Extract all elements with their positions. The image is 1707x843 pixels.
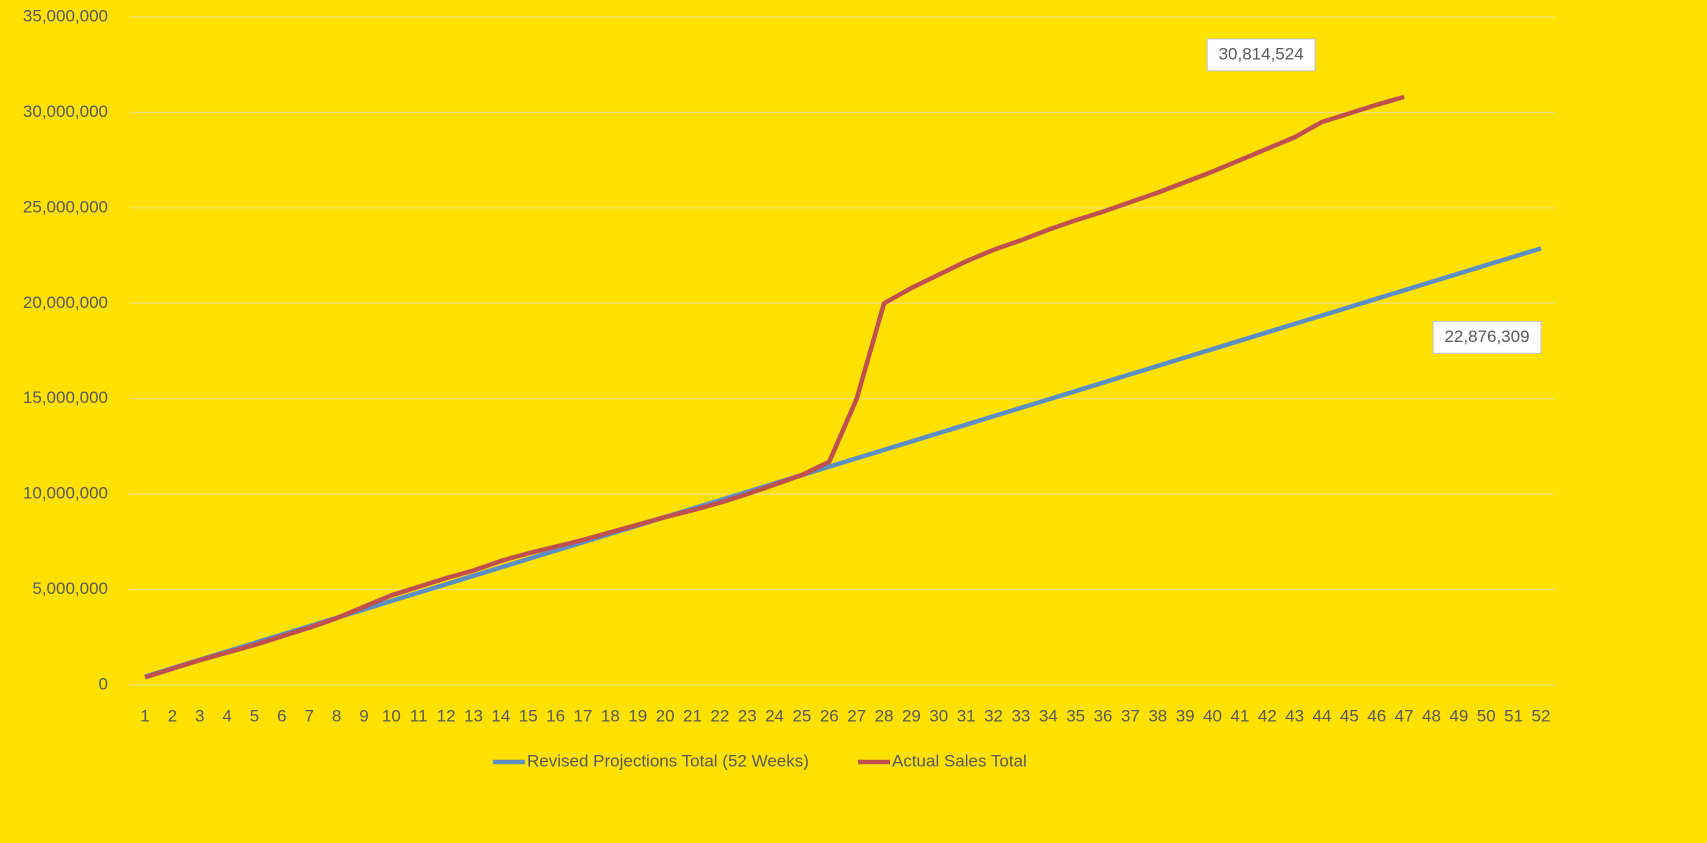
x-tick-label: 52 bbox=[1532, 706, 1551, 725]
x-tick-label: 32 bbox=[984, 706, 1003, 725]
x-tick-label: 49 bbox=[1449, 706, 1468, 725]
x-tick-label: 17 bbox=[573, 706, 592, 725]
x-tick-label: 2 bbox=[168, 706, 177, 725]
x-tick-label: 27 bbox=[847, 706, 866, 725]
x-tick-label: 12 bbox=[437, 706, 456, 725]
x-tick-label: 30 bbox=[929, 706, 948, 725]
x-tick-label: 3 bbox=[195, 706, 204, 725]
x-tick-label: 42 bbox=[1258, 706, 1277, 725]
x-tick-label: 19 bbox=[628, 706, 647, 725]
x-tick-label: 20 bbox=[656, 706, 675, 725]
x-tick-label: 36 bbox=[1094, 706, 1113, 725]
x-tick-label: 51 bbox=[1504, 706, 1523, 725]
series-line bbox=[144, 94, 1405, 680]
data-label: 22,876,309 bbox=[1444, 327, 1529, 346]
x-tick-label: 29 bbox=[902, 706, 921, 725]
x-tick-label: 43 bbox=[1285, 706, 1304, 725]
y-tick-label: 10,000,000 bbox=[23, 484, 108, 503]
y-tick-label: 20,000,000 bbox=[23, 293, 108, 312]
x-tick-label: 40 bbox=[1203, 706, 1222, 725]
x-tick-label: 37 bbox=[1121, 706, 1140, 725]
x-tick-label: 50 bbox=[1477, 706, 1496, 725]
legend-label: Revised Projections Total (52 Weeks) bbox=[527, 751, 809, 770]
legend-label: Actual Sales Total bbox=[892, 751, 1027, 770]
x-tick-label: 41 bbox=[1230, 706, 1249, 725]
x-tick-label: 7 bbox=[305, 706, 314, 725]
x-tick-label: 47 bbox=[1395, 706, 1414, 725]
x-tick-label: 18 bbox=[601, 706, 620, 725]
x-tick-label: 16 bbox=[546, 706, 565, 725]
y-tick-label: 25,000,000 bbox=[23, 197, 108, 216]
x-tick-label: 35 bbox=[1066, 706, 1085, 725]
x-tick-label: 9 bbox=[359, 706, 368, 725]
x-tick-label: 1 bbox=[140, 706, 149, 725]
y-tick-label: 15,000,000 bbox=[23, 388, 108, 407]
x-tick-label: 45 bbox=[1340, 706, 1359, 725]
y-tick-label: 0 bbox=[99, 674, 108, 693]
x-tick-label: 46 bbox=[1367, 706, 1386, 725]
y-tick-label: 35,000,000 bbox=[23, 6, 108, 25]
x-tick-label: 10 bbox=[382, 706, 401, 725]
x-tick-label: 14 bbox=[491, 706, 510, 725]
data-label-box bbox=[1432, 320, 1542, 354]
x-tick-label: 28 bbox=[875, 706, 894, 725]
x-tick-label: 13 bbox=[464, 706, 483, 725]
y-tick-label: 30,000,000 bbox=[23, 102, 108, 121]
x-tick-label: 33 bbox=[1011, 706, 1030, 725]
x-tick-label: 4 bbox=[222, 706, 231, 725]
series-line bbox=[144, 246, 1542, 679]
data-label: 30,814,524 bbox=[1219, 44, 1304, 63]
x-tick-label: 25 bbox=[792, 706, 811, 725]
x-tick-label: 8 bbox=[332, 706, 341, 725]
x-tick-label: 21 bbox=[683, 706, 702, 725]
x-tick-label: 39 bbox=[1176, 706, 1195, 725]
x-tick-label: 23 bbox=[738, 706, 757, 725]
x-tick-label: 5 bbox=[250, 706, 259, 725]
x-tick-label: 22 bbox=[710, 706, 729, 725]
y-tick-label: 5,000,000 bbox=[32, 579, 108, 598]
x-tick-label: 48 bbox=[1422, 706, 1441, 725]
x-tick-label: 31 bbox=[957, 706, 976, 725]
x-tick-label: 38 bbox=[1148, 706, 1167, 725]
x-tick-label: 24 bbox=[765, 706, 784, 725]
x-tick-label: 34 bbox=[1039, 706, 1058, 725]
x-tick-label: 6 bbox=[277, 706, 286, 725]
x-tick-label: 26 bbox=[820, 706, 839, 725]
data-label-box bbox=[1206, 38, 1316, 72]
x-tick-label: 15 bbox=[519, 706, 538, 725]
x-tick-label: 11 bbox=[410, 706, 428, 725]
x-tick-label: 44 bbox=[1313, 706, 1332, 725]
